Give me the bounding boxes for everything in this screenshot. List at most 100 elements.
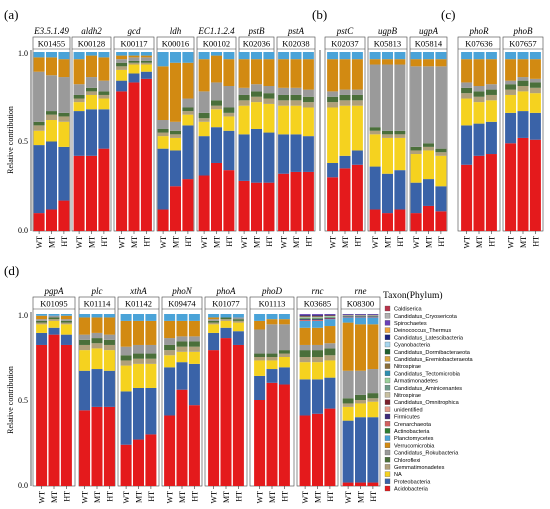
bar-segment xyxy=(133,320,144,345)
bar-segment xyxy=(355,317,366,325)
legend-label: Nitrospirae xyxy=(394,393,421,399)
bar-segment xyxy=(351,150,363,165)
bar-segment xyxy=(208,322,220,325)
bar-segment xyxy=(140,64,152,72)
legend-label: Verrucomicrobia xyxy=(394,443,435,449)
legend-swatch xyxy=(384,320,391,326)
bar-segment xyxy=(79,317,91,335)
gene-group-K08300: rne K08300 WT MT HT xyxy=(340,286,381,503)
bar-segment xyxy=(33,52,45,58)
bar-segment xyxy=(46,120,57,142)
gene-name: phoA xyxy=(216,286,237,296)
bar-segment xyxy=(182,62,194,99)
bar-segment xyxy=(36,324,48,333)
bar-segment xyxy=(251,102,262,129)
bar-segment xyxy=(198,121,210,137)
bar-segment xyxy=(382,130,393,135)
bar-segment xyxy=(367,482,379,486)
bar-segment xyxy=(91,338,103,344)
bar-segment xyxy=(369,64,381,128)
bar-segment-minor xyxy=(312,318,323,320)
legend-item: Nitrospirae xyxy=(384,363,421,370)
bar-segment xyxy=(133,387,144,440)
x-tick-label: WT xyxy=(166,491,175,504)
bar-segment xyxy=(128,57,140,61)
legend-label: Candidatus_Rokubacteria xyxy=(394,451,459,457)
bar-segment xyxy=(461,82,473,88)
legend-label: Firmicutes xyxy=(394,415,420,421)
x-tick-label: WT xyxy=(159,236,168,249)
bar-WT: WT xyxy=(461,52,473,248)
bar-segment xyxy=(120,320,132,347)
bar-segment xyxy=(73,102,85,112)
bar-segment xyxy=(58,121,70,147)
ko-label: K00016 xyxy=(162,39,189,49)
bar-segment xyxy=(351,164,363,231)
legend-label: unidentified xyxy=(394,407,423,413)
bar-segment xyxy=(342,317,354,323)
bar-segment xyxy=(164,350,176,356)
bar-segment xyxy=(238,87,250,95)
x-tick-label: WT xyxy=(280,236,289,249)
gene-group-K02038: pstA K02038 WT MT HT xyxy=(276,26,316,249)
bar-segment xyxy=(302,136,314,172)
bar-segment xyxy=(188,351,200,364)
bar-segment xyxy=(79,334,91,340)
gene-group-K01113: phoD K01113 WT MT HT xyxy=(249,286,295,503)
bar-segment xyxy=(145,344,157,354)
bar-segment xyxy=(254,400,266,486)
bar-segment xyxy=(435,148,447,153)
bar-segment xyxy=(120,355,132,361)
bar-segment xyxy=(278,384,290,486)
bar-segment xyxy=(46,141,57,210)
gene-group-K00102: EC1.1.2.4 K00102 WT MT HT xyxy=(196,26,237,248)
ko-label: K05813 xyxy=(374,39,401,49)
x-tick-label: HT xyxy=(487,236,496,247)
bar-segment-minor xyxy=(299,315,311,317)
gene-group-K03685: rnc K03685 WT MT HT xyxy=(296,286,339,503)
bar-segment xyxy=(120,391,132,445)
bar-HT: HT xyxy=(60,314,72,502)
bar-segment xyxy=(473,155,485,231)
bar-segment xyxy=(278,357,290,368)
bar-segment xyxy=(312,362,323,380)
bar-segment xyxy=(157,52,169,67)
bar-segment xyxy=(220,314,232,318)
bar-segment xyxy=(351,100,363,106)
legend-swatch xyxy=(384,392,391,398)
bar-segment xyxy=(369,127,381,131)
bar-segment xyxy=(198,112,210,119)
bar-segment xyxy=(266,314,278,320)
bar-HT: HT xyxy=(232,314,244,502)
bar-segment xyxy=(278,134,290,174)
bar-segment xyxy=(48,317,60,320)
bar-segment xyxy=(73,94,85,99)
bar-segment xyxy=(278,367,290,385)
legend-swatch xyxy=(384,363,391,369)
legend-item: Candidatus_Cryosericota xyxy=(384,313,458,320)
bar-segment xyxy=(164,344,176,351)
bar-segment xyxy=(176,389,188,486)
legend-swatch xyxy=(384,334,391,340)
bar-segment xyxy=(278,59,290,88)
bar-segment xyxy=(133,358,144,364)
bar-segment xyxy=(251,128,262,183)
bar-segment xyxy=(394,170,406,210)
bar-segment xyxy=(517,59,529,78)
bar-segment xyxy=(342,370,354,399)
legend-label: Proteobacteria xyxy=(394,479,431,485)
bar-segment xyxy=(164,415,176,486)
bar-segment-minor xyxy=(324,318,336,320)
bar-segment xyxy=(254,353,266,357)
x-tick-label: MT xyxy=(88,236,97,248)
gene-group-K00128: aldh2 K00128 WT MT HT xyxy=(71,26,112,248)
bar-segment xyxy=(157,120,169,129)
bar-segment xyxy=(529,78,541,83)
bar-segment xyxy=(339,89,351,95)
bar-segment xyxy=(278,314,290,320)
x-tick-label: WT xyxy=(81,491,90,504)
bar-segment xyxy=(86,91,97,95)
ko-label: K01077 xyxy=(212,299,239,309)
bar-segment xyxy=(58,52,70,60)
bar-segment xyxy=(79,370,91,411)
